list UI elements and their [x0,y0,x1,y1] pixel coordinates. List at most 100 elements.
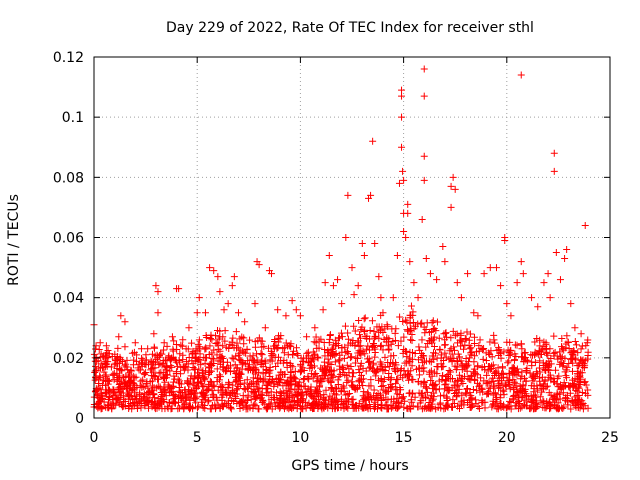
data-point [542,345,550,353]
data-point [385,370,393,378]
data-point [321,279,329,287]
data-point [555,404,563,412]
data-point [154,288,162,296]
data-point [137,377,145,385]
data-point [563,391,571,399]
data-point [216,333,224,341]
data-point [287,377,295,385]
data-point [163,371,171,379]
data-point [536,381,544,389]
data-point [454,350,462,358]
data-point [163,403,171,411]
data-point [563,332,571,340]
data-point [193,309,201,317]
data-point [405,371,413,379]
data-point [296,368,304,376]
data-point [302,354,310,362]
data-point [570,382,578,390]
data-point [97,364,105,372]
data-point [174,363,182,371]
data-point [516,404,524,412]
data-point [439,372,447,380]
data-point [500,401,508,409]
data-point [335,373,343,381]
data-point [170,399,178,407]
data-point [263,389,271,397]
data-point [310,338,318,346]
data-point [545,373,553,381]
data-point [94,404,102,412]
data-point [392,386,400,394]
data-point [449,396,457,404]
data-point [339,400,347,408]
data-point [288,297,296,305]
data-point [225,344,233,352]
data-point [325,359,333,367]
data-point [379,378,387,386]
data-point [272,389,280,397]
data-point [355,366,363,374]
data-point [420,404,428,412]
data-point [561,355,569,363]
data-point [240,349,248,357]
data-point [387,395,395,403]
data-point [521,385,529,393]
data-point [578,357,586,365]
data-point [228,282,236,290]
data-point [557,384,565,392]
data-point [381,353,389,361]
data-point [454,381,462,389]
data-point [420,152,428,160]
data-point [123,356,131,364]
data-point [448,356,456,364]
data-point [320,395,328,403]
data-point [192,395,200,403]
data-point [574,349,582,357]
data-point [430,368,438,376]
x-tick-label: 20 [498,430,516,446]
data-point [178,342,186,350]
data-point [160,339,168,347]
data-point [464,270,472,278]
data-point [418,336,426,344]
data-point [193,404,201,412]
data-point [430,324,438,332]
data-point [318,377,326,385]
data-point [399,318,407,326]
data-point [389,403,397,411]
data-point [519,270,527,278]
data-point [313,399,321,407]
data-point [300,375,308,383]
data-point [329,341,337,349]
data-point [408,331,416,338]
data-point [507,398,515,406]
data-point [259,370,267,378]
data-point [312,386,320,394]
data-point [97,389,105,397]
data-point [505,357,513,365]
data-point [103,388,111,396]
data-point [511,402,519,410]
data-point [539,359,547,367]
data-point [148,350,156,358]
data-point [399,393,407,401]
data-point [133,384,141,392]
data-point [280,370,288,378]
data-point [182,345,190,353]
data-point [402,348,410,356]
y-tick-label: 0.08 [53,170,84,186]
data-point [367,191,375,199]
data-point [364,342,372,350]
data-point [462,389,470,397]
data-point [522,377,530,385]
data-point [385,335,393,343]
x-axis-label: GPS time / hours [291,458,408,474]
data-point [110,376,118,384]
data-point [497,282,505,290]
data-point [375,376,383,384]
data-point [296,312,304,320]
data-point [504,346,512,354]
data-point [96,339,104,347]
data-point [430,333,438,341]
data-point [509,376,517,384]
